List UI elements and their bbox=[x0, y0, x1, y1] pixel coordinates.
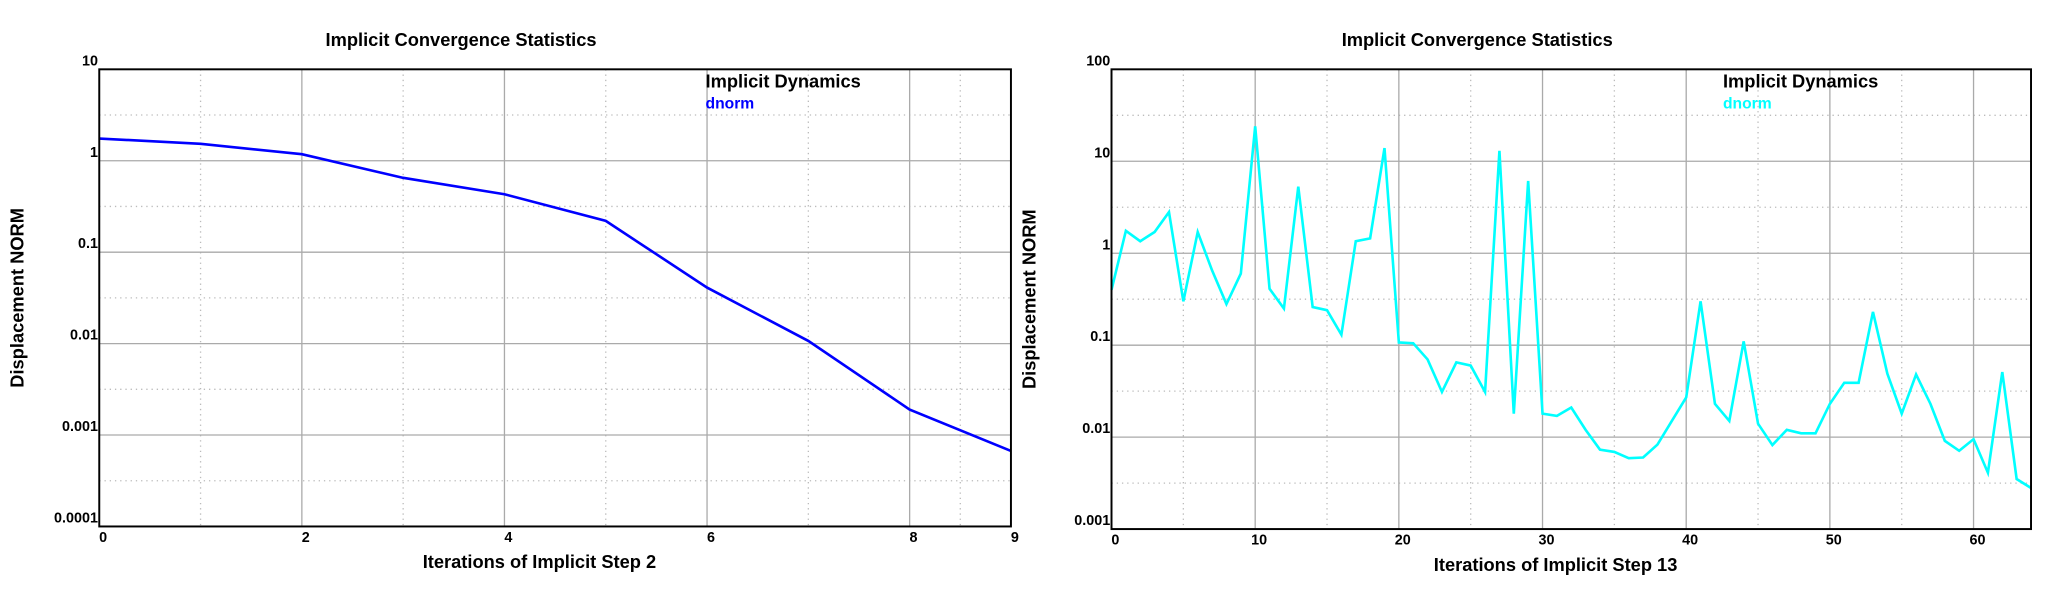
chart-title: Implicit Convergence Statistics bbox=[326, 29, 597, 50]
x-tick-label: 40 bbox=[1682, 533, 1698, 549]
y-tick-label: 10 bbox=[82, 53, 98, 69]
x-tick-label: 0 bbox=[99, 530, 107, 546]
y-tick-label: 0.0001 bbox=[54, 511, 98, 527]
y-tick-label: 0.001 bbox=[62, 419, 98, 435]
y-axis-label: Displacement NORM bbox=[1019, 209, 1040, 389]
y-tick-label: 0.001 bbox=[1074, 513, 1110, 529]
x-tick-label: 60 bbox=[1969, 533, 1985, 549]
x-axis-label: Iterations of Implicit Step 13 bbox=[1434, 554, 1678, 575]
legend-entry: dnorm bbox=[706, 95, 755, 112]
x-tick-label: 30 bbox=[1538, 533, 1554, 549]
x-tick-label: 2 bbox=[302, 530, 310, 546]
x-tick-label: 6 bbox=[707, 530, 715, 546]
y-tick-label: 1 bbox=[1102, 237, 1110, 253]
plot-frame bbox=[1110, 68, 2032, 531]
legend-title: Implicit Dynamics bbox=[1723, 71, 1878, 92]
x-tick-label: 4 bbox=[504, 530, 512, 546]
y-tick-label: 0.01 bbox=[1082, 421, 1110, 437]
data-line bbox=[1110, 126, 2032, 490]
y-tick-label: 100 bbox=[1086, 53, 1110, 69]
data-line bbox=[99, 137, 1012, 453]
legend-title: Implicit Dynamics bbox=[706, 71, 861, 92]
x-axis-label: Iterations of Implicit Step 2 bbox=[423, 551, 656, 572]
y-tick-label: 0.01 bbox=[70, 328, 98, 344]
y-tick-label: 1 bbox=[90, 145, 98, 161]
plot-frame bbox=[98, 68, 1012, 528]
x-tick-label: 9 bbox=[1011, 530, 1019, 546]
x-tick-label: 8 bbox=[910, 530, 918, 546]
legend-entry: dnorm bbox=[1723, 95, 1772, 112]
x-tick-label: 20 bbox=[1395, 533, 1411, 549]
x-tick-label: 50 bbox=[1826, 533, 1842, 549]
chart-title: Implicit Convergence Statistics bbox=[1342, 29, 1613, 50]
y-tick-label: 0.1 bbox=[78, 236, 98, 252]
x-tick-label: 10 bbox=[1251, 533, 1267, 549]
y-tick-label: 0.1 bbox=[1090, 329, 1110, 345]
x-tick-label: 0 bbox=[1111, 533, 1119, 549]
y-axis-label: Displacement NORM bbox=[7, 208, 28, 388]
y-tick-label: 10 bbox=[1094, 145, 1110, 161]
